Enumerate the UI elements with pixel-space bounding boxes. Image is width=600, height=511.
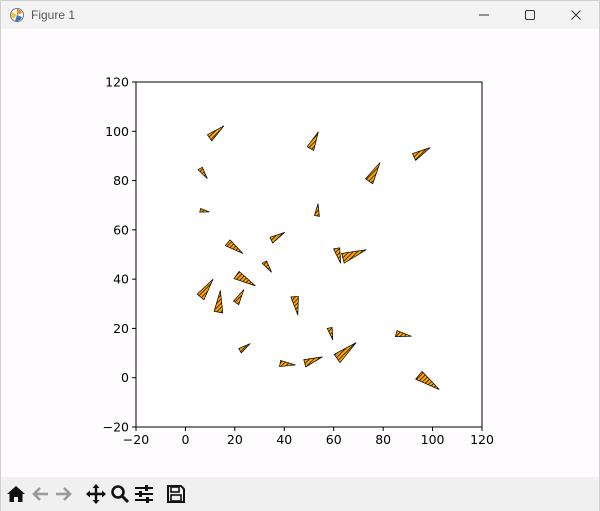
scatter-marker: [411, 147, 431, 161]
configure-subplots-button[interactable]: [133, 482, 155, 506]
scatter-marker: [313, 203, 320, 217]
axes-frame: [135, 81, 483, 428]
scatter-marker: [333, 342, 357, 364]
y-tick-label: 0: [121, 370, 129, 385]
home-button[interactable]: [5, 482, 27, 506]
forward-button[interactable]: [53, 482, 75, 506]
scatter-marker: [306, 131, 319, 152]
x-tick-label: 100: [421, 432, 445, 447]
scatter-marker: [290, 295, 299, 316]
pan-button[interactable]: [85, 482, 107, 506]
magnifier-icon: [111, 485, 130, 504]
y-tick-label: 40: [113, 272, 129, 287]
scatter-marker: [238, 343, 251, 354]
minimize-button[interactable]: [461, 1, 507, 29]
scatter-chart: −20 0 20 40 60 80 100 120 −20 0 20 40 60 80 100 120: [103, 75, 494, 448]
y-tick-label: 80: [113, 173, 129, 188]
window-title: Figure 1: [31, 8, 76, 22]
scatter-marker: [233, 270, 256, 287]
scatter-marker: [199, 208, 210, 213]
x-tick-label: −20: [123, 432, 149, 447]
maximize-icon: [525, 10, 535, 20]
back-button[interactable]: [29, 482, 51, 506]
scatter-marker: [326, 327, 334, 341]
scatter-marker: [206, 125, 225, 142]
x-tick-label: 20: [227, 432, 243, 447]
scatter-marker: [213, 290, 224, 314]
y-tick-label: 100: [105, 124, 129, 139]
zoom-button[interactable]: [109, 482, 131, 506]
move-icon: [86, 484, 106, 504]
sliders-icon: [135, 485, 153, 503]
scatter-marker: [364, 162, 381, 185]
scatter-marker: [261, 260, 272, 273]
y-tick-label: 120: [105, 75, 129, 90]
scatter-marker: [233, 289, 245, 306]
x-tick-label: 60: [326, 432, 342, 447]
x-tick-label: 120: [470, 432, 494, 447]
x-tick-label: 0: [181, 432, 189, 447]
minimize-icon: [479, 14, 489, 16]
title-bar: Figure 1: [1, 1, 599, 29]
figure-canvas[interactable]: −20 0 20 40 60 80 100 120 −20 0 20 40 60 80 100 120: [1, 29, 599, 476]
scatter-marker: [197, 166, 208, 179]
close-button[interactable]: [553, 1, 599, 29]
y-tick-label: 60: [113, 222, 129, 237]
scatter-marker: [279, 360, 296, 368]
scatter-marker: [394, 330, 412, 338]
floppy-disk-icon: [167, 485, 185, 503]
maximize-button[interactable]: [507, 1, 553, 29]
scatter-marker: [333, 247, 342, 264]
save-button[interactable]: [165, 482, 187, 506]
y-tick-label: −20: [103, 420, 129, 435]
forward-arrow-icon: [56, 487, 72, 501]
matplotlib-icon: [10, 8, 24, 22]
back-arrow-icon: [32, 487, 48, 501]
navigation-toolbar: [1, 477, 599, 511]
close-icon: [571, 10, 581, 20]
scatter-marker: [415, 370, 440, 390]
scatter-marker: [269, 232, 286, 244]
x-tick-label: 80: [375, 432, 391, 447]
scatter-marker: [196, 278, 214, 301]
x-tick-label: 40: [276, 432, 292, 447]
scatter-marker: [224, 239, 244, 254]
home-icon: [7, 486, 25, 502]
y-tick-label: 20: [113, 321, 129, 336]
axes-background: [136, 82, 482, 427]
scatter-marker: [341, 249, 367, 264]
scatter-marker: [303, 356, 323, 368]
